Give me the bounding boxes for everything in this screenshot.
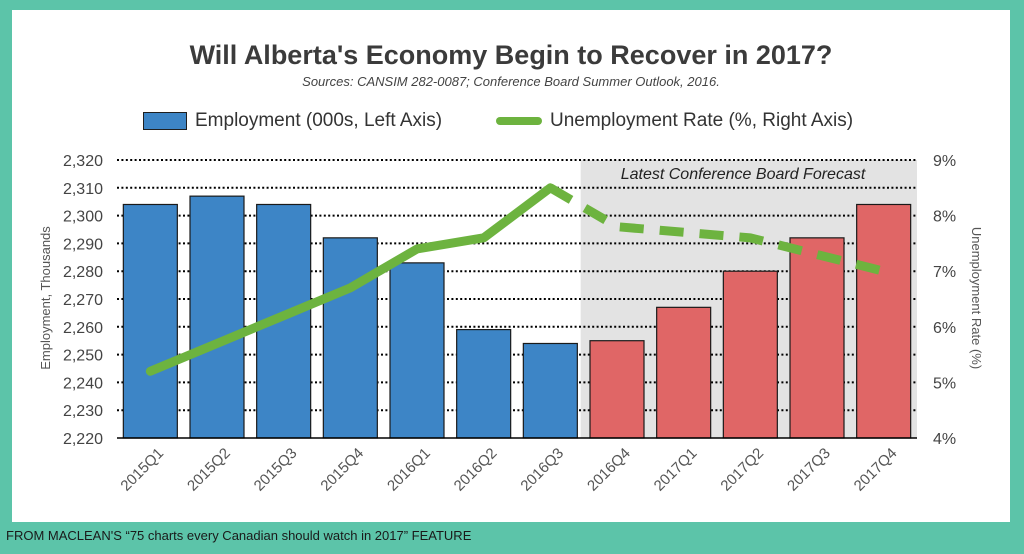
x-tick-label: 2015Q2 — [184, 445, 234, 495]
x-tick-label: 2016Q4 — [584, 445, 634, 495]
x-tick-label: 2017Q4 — [851, 445, 901, 495]
y2-tick-label: 4% — [933, 431, 956, 448]
y-tick-label: 2,310 — [63, 181, 103, 198]
y-tick-label: 2,320 — [63, 153, 103, 170]
legend-employment: Employment (000s, Left Axis) — [143, 110, 442, 132]
y-tick-label: 2,280 — [63, 264, 103, 281]
bar — [789, 237, 845, 439]
legend-unemployment: Unemployment Rate (%, Right Axis) — [496, 110, 853, 132]
bar — [722, 270, 778, 439]
bar — [456, 328, 512, 439]
y-tick-label: 2,240 — [63, 375, 103, 392]
chart-title: Will Alberta's Economy Begin to Recover … — [189, 40, 833, 70]
unemployment-line-actual — [145, 183, 555, 376]
y2-tick-label: 6% — [933, 320, 956, 337]
legend-unemployment-swatch — [496, 117, 542, 125]
y-tick-label: 2,270 — [63, 292, 103, 309]
x-tick-label: 2017Q3 — [784, 445, 834, 495]
y-tick-label: 2,250 — [63, 348, 103, 365]
x-tick-label: 2015Q1 — [117, 445, 167, 495]
chart-subtitle: Sources: CANSIM 282-0087; Conference Boa… — [302, 74, 720, 89]
y2-axis-label: Unemployment Rate (%) — [969, 227, 984, 369]
x-tick-label: 2016Q2 — [451, 445, 501, 495]
bar — [589, 340, 645, 439]
y-tick-label: 2,300 — [63, 209, 103, 226]
y-axis-label: Employment, Thousands — [38, 226, 53, 370]
legend-employment-label: Employment (000s, Left Axis) — [195, 110, 443, 131]
x-tick-label: 2015Q4 — [317, 445, 367, 495]
x-tick-label: 2017Q1 — [651, 445, 701, 495]
bar — [389, 262, 445, 439]
y2-tick-label: 7% — [933, 264, 956, 281]
bar — [656, 306, 712, 439]
x-tick-label: 2016Q3 — [517, 445, 567, 495]
y2-tick-label: 5% — [933, 375, 956, 392]
x-tick-label: 2015Q3 — [251, 445, 301, 495]
bar — [322, 237, 378, 439]
bar — [522, 342, 578, 439]
legend-unemployment-label: Unemployment Rate (%, Right Axis) — [550, 110, 854, 131]
x-tick-label: 2016Q1 — [384, 445, 434, 495]
unemployment-line-forecast — [548, 183, 885, 276]
y-tick-label: 2,230 — [63, 403, 103, 420]
bar — [122, 203, 178, 439]
y-tick-label: 2,290 — [63, 236, 103, 253]
legend-employment-swatch — [143, 112, 187, 130]
y-tick-label: 2,260 — [63, 320, 103, 337]
y2-tick-label: 8% — [933, 209, 956, 226]
x-tick-label: 2017Q2 — [717, 445, 767, 495]
bar — [189, 195, 245, 439]
source-footer: FROM MACLEAN'S “75 charts every Canadian… — [6, 528, 472, 543]
forecast-region-label: Latest Conference Board Forecast — [621, 166, 866, 183]
y-tick-label: 2,220 — [63, 431, 103, 448]
bar — [856, 203, 912, 439]
y2-tick-label: 9% — [933, 153, 956, 170]
